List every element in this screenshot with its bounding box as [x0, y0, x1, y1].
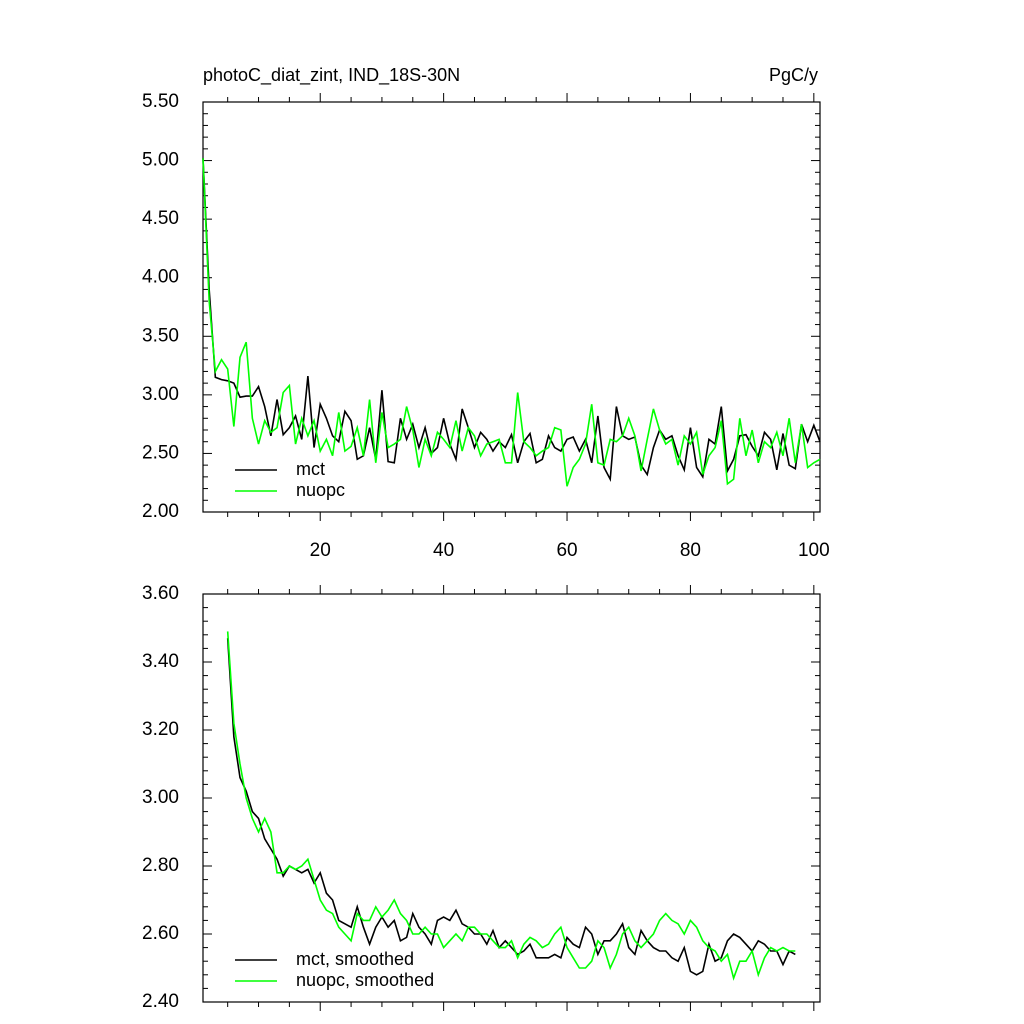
series-line — [226, 631, 796, 981]
plot-frame — [202, 101, 821, 513]
y-tick-label: 5.00 — [142, 150, 179, 171]
x-tick-label: 60 — [556, 540, 577, 561]
y-tick-label: 3.00 — [142, 787, 179, 808]
y-tick-label: 3.00 — [142, 384, 179, 405]
legend-label: mct — [296, 459, 325, 479]
legend-label: mct, smoothed — [296, 949, 414, 969]
chart-title: photoC_diat_zint, IND_18S-30N — [203, 65, 460, 86]
y-tick-label: 3.40 — [142, 651, 179, 672]
y-tick-label: 3.20 — [142, 719, 179, 740]
units-label: PgC/y — [769, 65, 818, 85]
y-tick-label: 3.60 — [142, 583, 179, 604]
legend-label: nuopc, smoothed — [296, 970, 434, 990]
y-tick-label: 2.80 — [142, 855, 179, 876]
y-tick-label: 3.50 — [142, 325, 179, 346]
series-line — [202, 158, 821, 487]
series-line — [226, 638, 796, 976]
x-tick-label: 20 — [310, 540, 331, 561]
x-tick-label: 80 — [680, 540, 701, 561]
y-tick-label: 2.60 — [142, 923, 179, 944]
y-tick-label: 2.00 — [142, 501, 179, 522]
y-tick-label: 2.50 — [142, 442, 179, 463]
y-tick-label: 5.50 — [142, 91, 179, 112]
y-tick-label: 4.50 — [142, 208, 179, 229]
plot-frame — [202, 593, 821, 1003]
y-tick-label: 2.40 — [142, 991, 179, 1012]
y-tick-label: 4.00 — [142, 267, 179, 288]
legend-label: nuopc — [296, 480, 345, 500]
x-tick-label: 100 — [798, 540, 830, 561]
series-line — [202, 158, 821, 482]
x-tick-label: 40 — [433, 540, 454, 561]
